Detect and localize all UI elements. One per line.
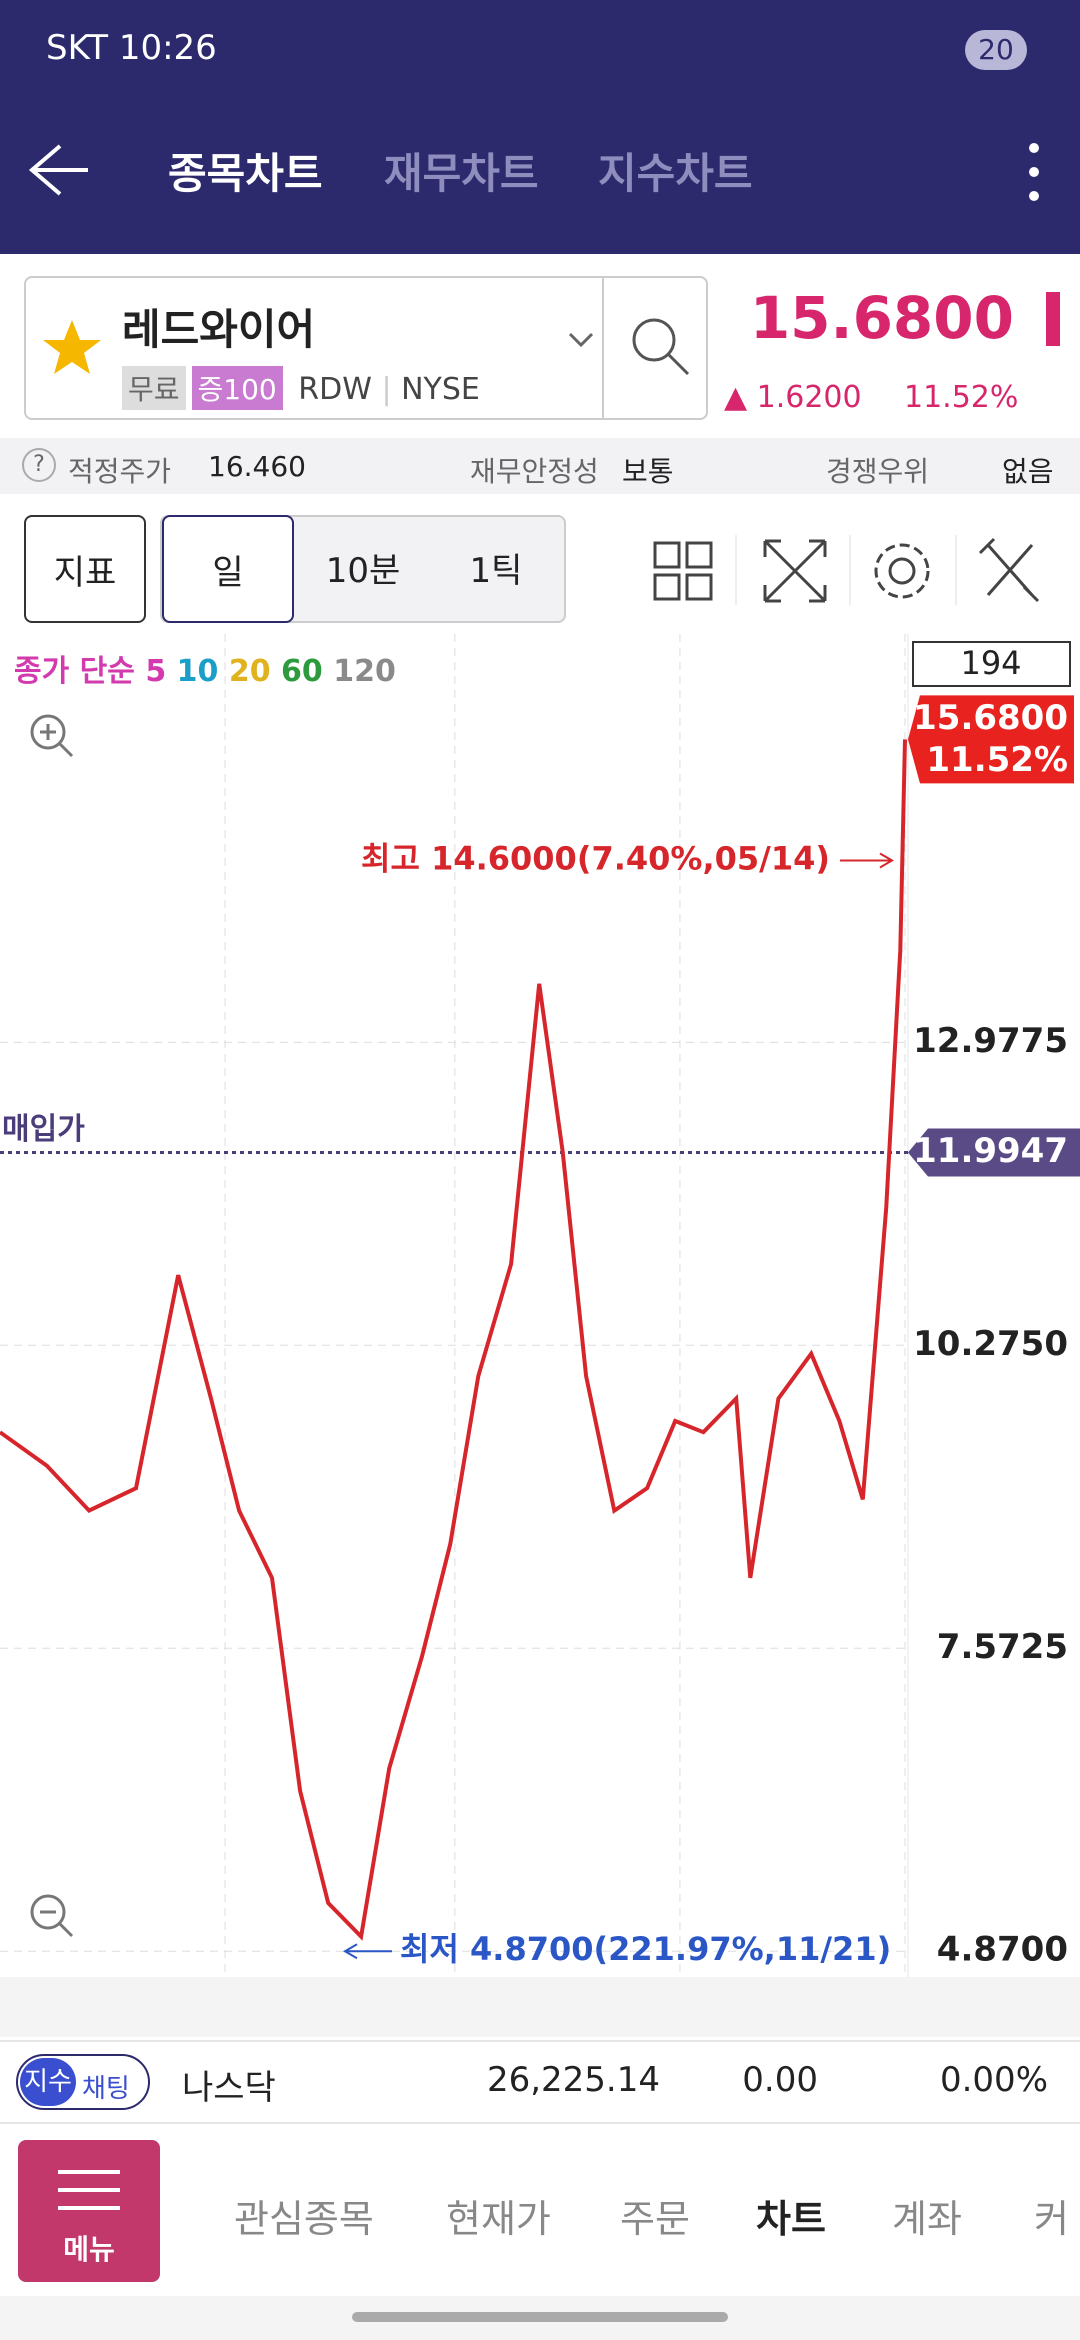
nav-item-active[interactable]: 차트 [756, 2197, 826, 2241]
legend-item: 10 [177, 654, 219, 689]
stock-box[interactable]: 레드와이어 무료 증100 RDW | NYSE [24, 276, 708, 420]
change-pct: 11.52% [904, 380, 1019, 415]
tab-active[interactable]: 종목차트 [168, 149, 323, 198]
y-tick-label: 4.8700 [937, 1930, 1068, 1970]
battery: 20 [965, 30, 1027, 70]
tab[interactable]: 지수차트 [598, 149, 753, 198]
badge-chat: 채팅 [82, 2074, 130, 2104]
y-tick-label: 12.9775 [913, 1021, 1068, 1061]
fair-value: 16.460 [208, 450, 306, 483]
zoom-in[interactable] [30, 714, 74, 758]
last-change-pct: 11.52% [926, 740, 1068, 780]
stability-value: 보통 [622, 455, 674, 488]
search-button[interactable] [626, 312, 696, 382]
buy-price-value: 11.9947 [913, 1131, 1068, 1171]
index-name: 나스닥 [182, 2068, 276, 2108]
menu-button[interactable]: 메뉴 [18, 2140, 160, 2282]
low-arrow [343, 1943, 392, 1960]
chart: 2025/10/172025/12/292026/03/1005/1812.97… [0, 634, 1080, 1977]
competitive-label: 경쟁우위 [826, 455, 930, 488]
change: ▲ 1.6200 [724, 380, 862, 415]
high-arrow [840, 852, 894, 869]
price: 15.6800 [749, 284, 1014, 352]
status-time: SKT 10:26 [46, 28, 217, 68]
stability-label: 재무안정성 [470, 455, 599, 488]
index-change: 0.00 [742, 2060, 818, 2100]
legend-item: 60 [281, 654, 323, 689]
tab[interactable]: 재무차트 [384, 149, 539, 198]
period-10min[interactable]: 10분 [325, 550, 401, 591]
back-button[interactable] [26, 140, 92, 200]
fair-label: 적정주가 [68, 455, 172, 488]
ticker: RDW [298, 372, 372, 407]
badge: 증100 [191, 366, 283, 410]
last-price: 15.6800 [913, 698, 1068, 738]
dropdown[interactable] [566, 330, 596, 350]
more-button[interactable] [1024, 140, 1044, 204]
chart-tools[interactable] [650, 535, 1070, 605]
legend-item: 120 [333, 654, 396, 689]
y-tick-label: 7.5725 [937, 1627, 1068, 1667]
competitive-value: 없음 [1002, 455, 1054, 488]
price-line [0, 739, 907, 1941]
period-day[interactable]: 일 [162, 515, 294, 623]
period-tick[interactable]: 1틱 [469, 550, 523, 591]
index-change-pct: 0.00% [939, 2060, 1048, 2100]
indicator-button[interactable]: 지표 [24, 515, 146, 623]
favorite-star[interactable] [42, 318, 102, 376]
legend-item: 20 [229, 654, 271, 689]
buy-price-label: 매입가 [2, 1112, 85, 1147]
nav-item[interactable]: 주문 [620, 2197, 690, 2241]
exchange: NYSE [401, 372, 480, 407]
nav-item[interactable]: 계좌 [892, 2197, 962, 2241]
nav-item[interactable]: 현재가 [446, 2197, 551, 2241]
legend-title: 종가 단순 [14, 654, 135, 689]
header: SKT 10:26 20 종목차트 재무차트 지수차트 [0, 0, 1080, 254]
high-note: 최고 14.6000(7.40%,05/14) [361, 839, 830, 877]
last-price-tag [908, 695, 1074, 784]
nav-item[interactable]: 커 [1034, 2197, 1069, 2241]
menu-label: 메뉴 [63, 2233, 115, 2266]
badge: 무료 [122, 366, 186, 410]
index-value: 26,225.14 [486, 2060, 660, 2100]
bar-count-box [912, 641, 1071, 687]
bar-count: 194 [960, 644, 1021, 682]
nav-item[interactable]: 관심종목 [234, 2197, 374, 2241]
stock-name: 레드와이어 [122, 305, 316, 354]
legend: 종가 단순 5 10 20 60 120 [14, 654, 396, 689]
legend-item: 5 [145, 654, 166, 689]
low-note: 최저 4.8700(221.97%,11/21) [400, 1930, 891, 1968]
change-value: 1.6200 [756, 380, 862, 415]
buy-price-tag [908, 1128, 1080, 1177]
zoom-out[interactable] [30, 1894, 74, 1938]
y-tick-label: 10.2750 [913, 1324, 1068, 1364]
index-row[interactable]: 지수 채팅 나스닥 26,225.14 0.00 0.00% [0, 2040, 1080, 2124]
badge-index: 지수 [20, 2058, 76, 2106]
info-row: ? 적정주가 16.460 재무안정성 보통 경쟁우위 없음 [0, 438, 1080, 494]
